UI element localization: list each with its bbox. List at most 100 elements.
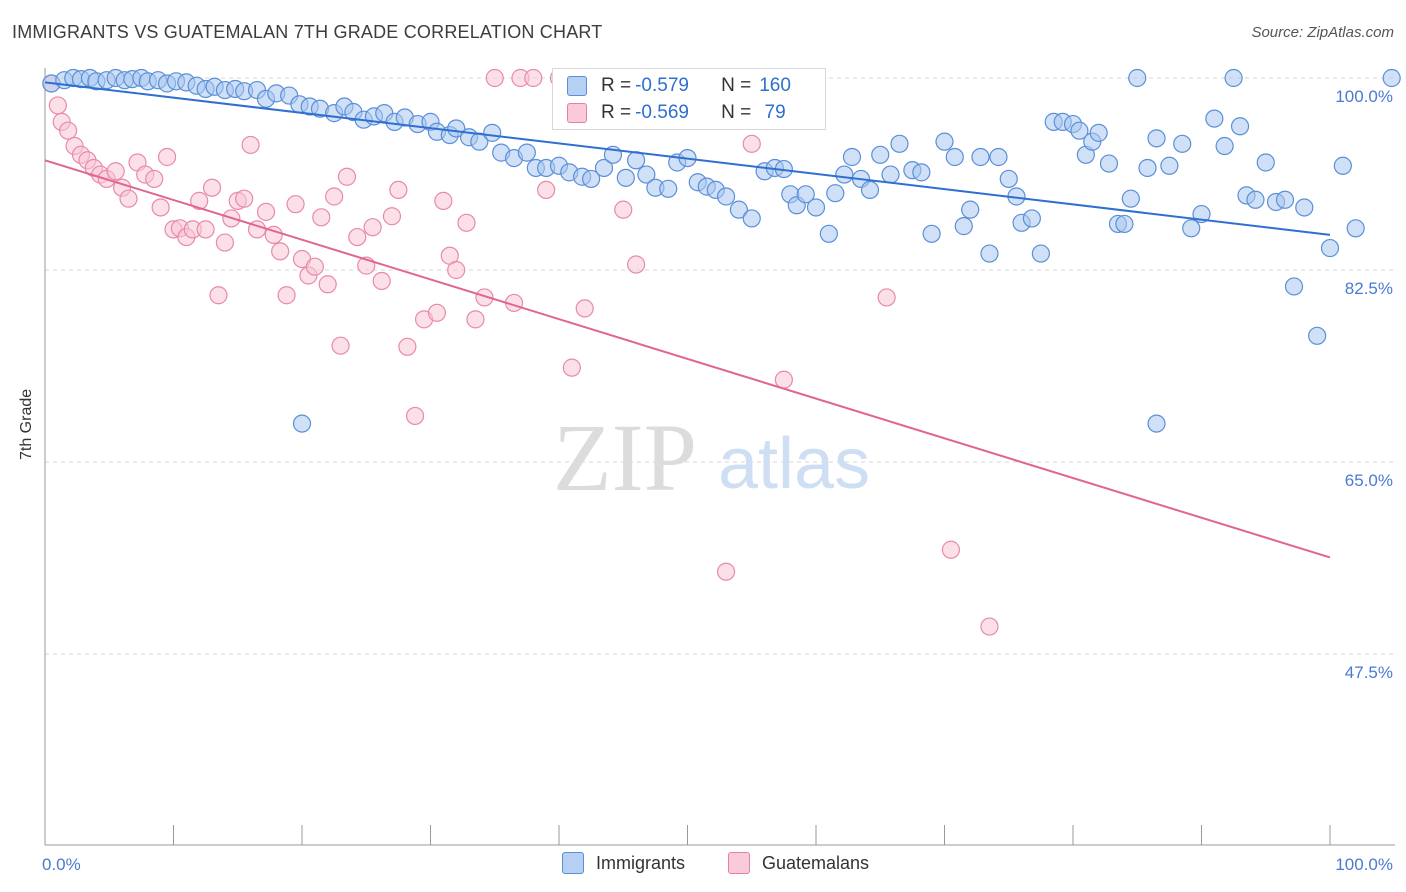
immigrants-point bbox=[1089, 123, 1108, 142]
immigrants-point bbox=[871, 145, 890, 164]
immigrants-point bbox=[1308, 326, 1327, 345]
immigrants-point bbox=[659, 179, 678, 198]
guatemalans-point bbox=[312, 208, 331, 227]
guatemalans-point bbox=[457, 213, 476, 232]
immigrants-point bbox=[980, 244, 999, 263]
x-tick-label: 0.0% bbox=[42, 855, 81, 874]
immigrants-point bbox=[1284, 277, 1304, 296]
guatemalans-point bbox=[742, 134, 761, 153]
immigrants-point bbox=[819, 224, 838, 243]
immigrants-point bbox=[961, 200, 980, 219]
guatemalans-point bbox=[277, 286, 296, 305]
guatemalans-legend-swatch bbox=[728, 852, 750, 874]
guatemalans-point bbox=[363, 218, 382, 237]
guatemalans-point bbox=[337, 167, 357, 186]
immigrants-point bbox=[1031, 244, 1050, 263]
immigrants-point bbox=[806, 198, 826, 217]
immigrants-point bbox=[945, 147, 964, 167]
guatemalans-point bbox=[215, 233, 234, 252]
guatemalans-point bbox=[256, 202, 276, 221]
guatemalans-point bbox=[348, 227, 367, 247]
y-tick-label: 100.0% bbox=[1335, 87, 1393, 106]
immigrants-point bbox=[1224, 68, 1243, 88]
r-value: -0.579 bbox=[635, 75, 689, 96]
n-label: N = bbox=[721, 102, 752, 123]
immigrants-point bbox=[483, 123, 502, 142]
immigrants-point bbox=[616, 168, 635, 187]
immigrants-point bbox=[796, 185, 815, 204]
immigrants-point bbox=[1346, 219, 1365, 238]
immigrants-point bbox=[742, 209, 761, 228]
guatemalans-point bbox=[562, 358, 581, 377]
immigrants-point bbox=[716, 187, 736, 206]
immigrants-point bbox=[1121, 189, 1140, 208]
guatemalans-point bbox=[372, 271, 391, 291]
guatemalans-point bbox=[466, 310, 485, 329]
guatemalans-swatch bbox=[567, 103, 587, 123]
y-tick-label: 47.5% bbox=[1345, 663, 1393, 682]
immigrants-point bbox=[637, 165, 656, 184]
guatemalans-point bbox=[941, 540, 961, 559]
immigrants-point bbox=[989, 147, 1008, 167]
guatemalans-point bbox=[575, 299, 594, 318]
guatemalans-point bbox=[485, 68, 504, 88]
r-value: -0.569 bbox=[635, 102, 689, 123]
immigrants-point bbox=[881, 165, 900, 184]
immigrants-point bbox=[1320, 238, 1340, 258]
axes bbox=[44, 68, 1395, 846]
tick-labels: 100.0% 82.5% 65.0% 47.5% 0.0% 100.0% bbox=[42, 87, 1393, 874]
guatemalans-point bbox=[537, 180, 556, 200]
immigrants-point bbox=[626, 151, 646, 170]
guatemalans-point bbox=[405, 406, 425, 426]
guatemalans-point bbox=[235, 189, 254, 208]
guatemalans-point bbox=[877, 288, 896, 307]
guatemalans-point bbox=[48, 96, 67, 115]
immigrants-point bbox=[835, 165, 854, 184]
immigrants-point bbox=[1256, 153, 1275, 172]
guatemalans-point bbox=[145, 169, 164, 189]
guatemalans-point bbox=[286, 195, 305, 214]
immigrants-point bbox=[292, 414, 312, 433]
immigrants-point bbox=[1099, 154, 1119, 173]
guatemalans-point bbox=[241, 135, 260, 155]
guatemalans-point bbox=[626, 255, 646, 274]
legend-item-immigrants: Immigrants bbox=[562, 852, 685, 874]
immigrants-point bbox=[1070, 121, 1089, 140]
immigrants-point bbox=[1147, 129, 1166, 148]
guatemalans-point bbox=[318, 275, 337, 294]
guatemalans-point bbox=[382, 207, 402, 226]
x-tick-label: 100.0% bbox=[1335, 855, 1393, 874]
immigrants-point bbox=[729, 200, 749, 219]
stats-legend: R = -0.579 N = 160 R = -0.569 N = 79 bbox=[552, 68, 826, 130]
immigrants-point bbox=[922, 224, 941, 243]
immigrants-point bbox=[1138, 158, 1157, 178]
immigrants-point bbox=[1182, 219, 1201, 238]
immigrants-legend-swatch bbox=[562, 852, 584, 874]
immigrants-point bbox=[1205, 109, 1224, 128]
guatemalans-point bbox=[434, 191, 453, 210]
guatemalans-point bbox=[157, 147, 177, 167]
immigrants-point bbox=[1382, 68, 1401, 88]
guatemalans-point bbox=[331, 336, 350, 355]
guatemalans-point bbox=[774, 370, 793, 389]
guatemalans-trend-line bbox=[44, 159, 1331, 559]
watermark-atlas: atlas bbox=[718, 424, 870, 504]
legend-item-guatemalans: Guatemalans bbox=[728, 852, 869, 874]
n-label: N = bbox=[721, 75, 752, 96]
guatemalans-point bbox=[59, 121, 78, 140]
guatemalans-point bbox=[305, 257, 324, 276]
guatemalans-point bbox=[106, 162, 125, 181]
immigrants-point bbox=[860, 180, 880, 200]
immigrants-point bbox=[1147, 414, 1166, 433]
n-value: 79 bbox=[759, 102, 786, 123]
immigrants-trend-line bbox=[44, 81, 1331, 236]
guatemalans-point bbox=[271, 242, 290, 261]
immigrants-point bbox=[1275, 190, 1295, 209]
stats-row-immigrants: R = -0.579 N = 160 bbox=[567, 75, 791, 97]
guatemalans-point bbox=[614, 200, 633, 219]
guatemalans-points bbox=[42, 68, 999, 636]
chart-source: Source: ZipAtlas.com bbox=[1251, 24, 1394, 41]
legend-label-immigrants: Immigrants bbox=[596, 852, 686, 873]
n-value: 160 bbox=[759, 75, 791, 96]
